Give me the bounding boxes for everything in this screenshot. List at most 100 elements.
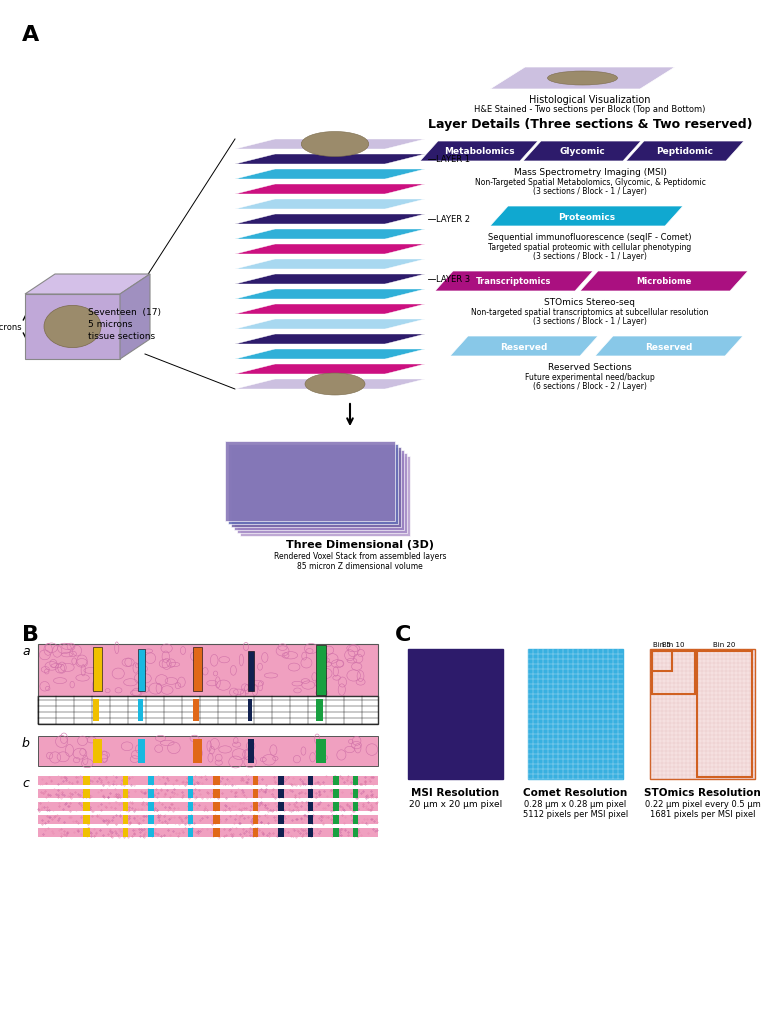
Polygon shape bbox=[626, 142, 744, 162]
Text: Metabolomics: Metabolomics bbox=[444, 148, 514, 156]
Bar bbox=[83, 802, 90, 811]
Bar bbox=[193, 739, 202, 763]
Bar bbox=[253, 828, 258, 838]
Text: (3 sections / Block - 1 / Layer): (3 sections / Block - 1 / Layer) bbox=[533, 317, 647, 326]
Bar bbox=[38, 644, 378, 696]
Bar bbox=[248, 699, 252, 721]
Text: STOmics Stereo-seq: STOmics Stereo-seq bbox=[544, 298, 636, 307]
Bar bbox=[38, 737, 378, 766]
Bar bbox=[278, 828, 284, 838]
Polygon shape bbox=[235, 320, 425, 330]
Bar bbox=[234, 450, 404, 531]
Text: 20 μm x 20 μm pixel: 20 μm x 20 μm pixel bbox=[409, 799, 502, 808]
Bar bbox=[253, 776, 258, 786]
Text: Layer Details (Three sections & Two reserved): Layer Details (Three sections & Two rese… bbox=[427, 118, 752, 130]
Bar bbox=[188, 802, 193, 811]
Polygon shape bbox=[235, 155, 425, 165]
Polygon shape bbox=[235, 380, 425, 389]
Polygon shape bbox=[235, 350, 425, 360]
Text: b: b bbox=[22, 737, 30, 749]
Bar bbox=[253, 815, 258, 824]
Text: Non-targeted spatial transcriptomics at subcellular resolution: Non-targeted spatial transcriptomics at … bbox=[471, 308, 709, 317]
Text: a: a bbox=[22, 644, 30, 657]
Polygon shape bbox=[490, 68, 675, 90]
Text: Peptidomic: Peptidomic bbox=[657, 148, 714, 156]
Bar bbox=[228, 444, 398, 525]
Text: c: c bbox=[22, 776, 29, 790]
Bar bbox=[123, 815, 128, 824]
Text: Rendered Voxel Stack from assembled layers: Rendered Voxel Stack from assembled laye… bbox=[274, 551, 446, 560]
Text: 5 microns: 5 microns bbox=[87, 320, 132, 329]
Polygon shape bbox=[435, 272, 593, 291]
Bar bbox=[188, 790, 193, 798]
Bar bbox=[248, 651, 254, 691]
Bar bbox=[148, 802, 154, 811]
Bar bbox=[237, 453, 407, 534]
Text: Seventeen  (17): Seventeen (17) bbox=[87, 308, 161, 317]
Text: (6 sections / Block - 2 / Layer): (6 sections / Block - 2 / Layer) bbox=[533, 382, 647, 390]
Bar bbox=[148, 828, 154, 838]
Bar bbox=[93, 699, 99, 721]
Bar bbox=[123, 776, 128, 786]
Polygon shape bbox=[235, 260, 425, 270]
Text: Sequential immunofluorescence (seqIF - Comet): Sequential immunofluorescence (seqIF - C… bbox=[488, 232, 692, 242]
Polygon shape bbox=[420, 142, 538, 162]
Bar bbox=[308, 790, 313, 798]
Bar bbox=[353, 790, 358, 798]
Bar bbox=[353, 776, 358, 786]
Bar bbox=[278, 815, 284, 824]
Bar bbox=[308, 802, 313, 811]
Text: tissue sections: tissue sections bbox=[87, 331, 154, 340]
Bar bbox=[231, 447, 401, 528]
Bar bbox=[308, 815, 313, 824]
Bar bbox=[333, 776, 339, 786]
Bar bbox=[253, 790, 258, 798]
Text: B: B bbox=[22, 625, 39, 644]
Bar bbox=[316, 699, 323, 721]
Bar bbox=[278, 802, 284, 811]
Bar bbox=[697, 651, 752, 777]
Bar bbox=[652, 651, 695, 694]
Text: Non-Targeted Spatial Metabolomics, Glycomic, & Peptidomic: Non-Targeted Spatial Metabolomics, Glyco… bbox=[474, 178, 705, 186]
Bar bbox=[528, 649, 623, 780]
Text: C: C bbox=[395, 625, 411, 644]
Bar bbox=[148, 790, 154, 798]
Bar bbox=[123, 828, 128, 838]
Bar bbox=[148, 776, 154, 786]
Polygon shape bbox=[235, 365, 425, 375]
Bar bbox=[188, 828, 193, 838]
Bar bbox=[193, 699, 200, 721]
Bar bbox=[138, 649, 145, 691]
Text: H&E Stained - Two sections per Block (Top and Bottom): H&E Stained - Two sections per Block (To… bbox=[474, 105, 706, 114]
Bar bbox=[123, 802, 128, 811]
Polygon shape bbox=[235, 140, 425, 150]
Bar bbox=[213, 828, 220, 838]
Text: Histological Visualization: Histological Visualization bbox=[530, 95, 651, 105]
Text: Targeted spatial proteomic with cellular phenotyping: Targeted spatial proteomic with cellular… bbox=[488, 243, 692, 252]
Text: Bin 20: Bin 20 bbox=[714, 641, 736, 647]
Text: Mass Spectrometry Imaging (MSI): Mass Spectrometry Imaging (MSI) bbox=[513, 168, 666, 177]
Text: Reserved: Reserved bbox=[500, 342, 548, 352]
Bar bbox=[213, 790, 220, 798]
Bar bbox=[333, 828, 339, 838]
Polygon shape bbox=[490, 207, 683, 227]
Text: 85 micron Z dimensional volume: 85 micron Z dimensional volume bbox=[297, 561, 423, 571]
Bar bbox=[316, 739, 326, 763]
Text: STOmics Resolution: STOmics Resolution bbox=[644, 788, 760, 797]
Polygon shape bbox=[235, 289, 425, 300]
Bar bbox=[408, 649, 503, 780]
Text: Reserved Sections: Reserved Sections bbox=[548, 363, 632, 372]
Text: Future experimental need/backup: Future experimental need/backup bbox=[525, 373, 655, 382]
Text: Comet Resolution: Comet Resolution bbox=[523, 788, 628, 797]
Bar bbox=[38, 776, 378, 786]
Text: A: A bbox=[22, 25, 39, 45]
Polygon shape bbox=[235, 229, 425, 239]
Polygon shape bbox=[235, 215, 425, 225]
Bar bbox=[278, 790, 284, 798]
Text: (3 sections / Block - 1 / Layer): (3 sections / Block - 1 / Layer) bbox=[533, 186, 647, 196]
Bar bbox=[83, 828, 90, 838]
Bar bbox=[83, 815, 90, 824]
Bar bbox=[193, 647, 202, 691]
Text: Glycomic: Glycomic bbox=[559, 148, 604, 156]
Text: Reserved: Reserved bbox=[645, 342, 693, 352]
